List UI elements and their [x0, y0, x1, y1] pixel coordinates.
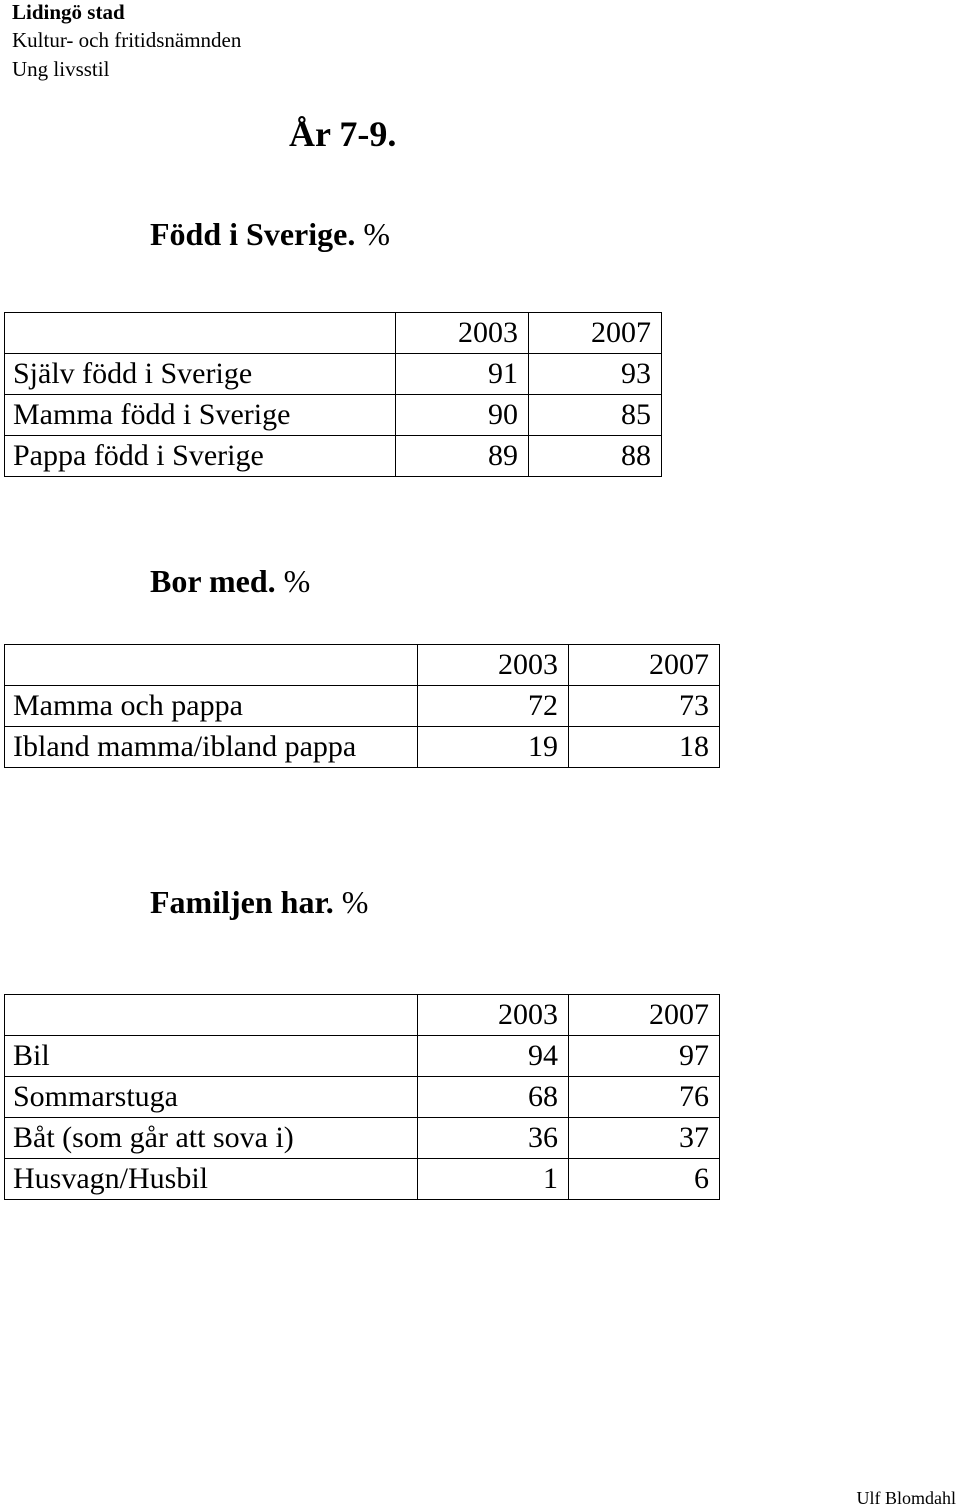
cell-value: 19 [417, 726, 569, 768]
table-row: Mamma född i Sverige 90 85 [4, 394, 662, 436]
section-title-fodd-i-sverige: Född i Sverige. % [150, 216, 390, 252]
column-header: 2007 [528, 312, 662, 354]
cell-value: 37 [568, 1117, 720, 1159]
table-row: Själv född i Sverige 91 93 [4, 353, 662, 395]
table-row: Mamma och pappa 72 73 [4, 685, 720, 727]
cell-value: 36 [417, 1117, 569, 1159]
table-header-row: 2003 2007 [4, 644, 720, 686]
project-name: Ung livsstil [12, 57, 110, 81]
cell-value: 72 [417, 685, 569, 727]
table-row: Husvagn/Husbil 1 6 [4, 1158, 720, 1200]
cell-value: 6 [568, 1158, 720, 1200]
table-header-blank [4, 644, 418, 686]
row-label: Pappa född i Sverige [4, 435, 396, 477]
table-bor-med: 2003 2007 Mamma och pappa 72 73 Ibland m… [4, 644, 720, 768]
cell-value: 91 [395, 353, 529, 395]
table-familjen-har: 2003 2007 Bil 94 97 Sommarstuga 68 76 Bå… [4, 994, 720, 1200]
table-row: Pappa född i Sverige 89 88 [4, 435, 662, 477]
cell-value: 93 [528, 353, 662, 395]
cell-value: 97 [568, 1035, 720, 1077]
table-header-blank [4, 312, 396, 354]
table-row: Ibland mamma/ibland pappa 19 18 [4, 726, 720, 768]
row-label: Mamma och pappa [4, 685, 418, 727]
section-title-familjen-har: Familjen har. % [150, 884, 368, 920]
author-footer: Ulf Blomdahl [856, 1488, 957, 1508]
page-title: År 7-9. [289, 114, 397, 154]
cell-value: 76 [568, 1076, 720, 1118]
table-fodd-i-sverige: 2003 2007 Själv född i Sverige 91 93 Mam… [4, 312, 662, 477]
row-label: Båt (som går att sova i) [4, 1117, 418, 1159]
section-title-text: Familjen har. [150, 884, 334, 920]
cell-value: 1 [417, 1158, 569, 1200]
section-unit: % [283, 563, 311, 599]
cell-value: 88 [528, 435, 662, 477]
column-header: 2003 [395, 312, 529, 354]
table-row: Sommarstuga 68 76 [4, 1076, 720, 1118]
cell-value: 18 [568, 726, 720, 768]
section-title-text: Bor med. [150, 563, 276, 599]
organization-name: Lidingö stad [12, 0, 125, 24]
cell-value: 73 [568, 685, 720, 727]
row-label: Ibland mamma/ibland pappa [4, 726, 418, 768]
row-label: Bil [4, 1035, 418, 1077]
section-unit: % [341, 884, 369, 920]
row-label: Mamma född i Sverige [4, 394, 396, 436]
cell-value: 85 [528, 394, 662, 436]
cell-value: 90 [395, 394, 529, 436]
section-title-text: Född i Sverige. [150, 216, 356, 252]
column-header: 2007 [568, 644, 720, 686]
table-row: Båt (som går att sova i) 36 37 [4, 1117, 720, 1159]
table-header-row: 2003 2007 [4, 312, 662, 354]
department-name: Kultur- och fritidsnämnden [12, 28, 242, 52]
row-label: Själv född i Sverige [4, 353, 396, 395]
cell-value: 94 [417, 1035, 569, 1077]
column-header: 2003 [417, 994, 569, 1036]
table-header-row: 2003 2007 [4, 994, 720, 1036]
column-header: 2007 [568, 994, 720, 1036]
table-header-blank [4, 994, 418, 1036]
cell-value: 68 [417, 1076, 569, 1118]
row-label: Husvagn/Husbil [4, 1158, 418, 1200]
column-header: 2003 [417, 644, 569, 686]
cell-value: 89 [395, 435, 529, 477]
section-unit: % [363, 216, 390, 252]
table-row: Bil 94 97 [4, 1035, 720, 1077]
section-title-bor-med: Bor med. % [150, 563, 310, 599]
row-label: Sommarstuga [4, 1076, 418, 1118]
